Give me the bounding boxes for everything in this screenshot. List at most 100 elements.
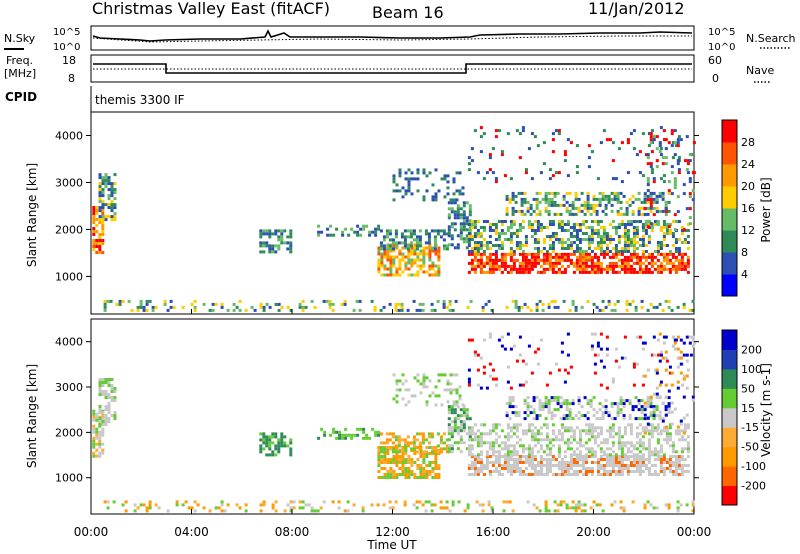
velocity-echo-cell bbox=[470, 338, 474, 342]
power-echo-cell bbox=[580, 305, 584, 309]
velocity-echo-cell bbox=[607, 414, 611, 418]
velocity-echo-cell bbox=[107, 405, 111, 408]
velocity-echo-cell bbox=[620, 453, 624, 457]
velocity-echo-cell bbox=[632, 464, 636, 467]
power-echo-cell bbox=[506, 264, 510, 268]
power-echo-cell bbox=[560, 220, 564, 223]
power-echo-cell bbox=[379, 229, 383, 233]
power-echo-cell bbox=[578, 247, 582, 250]
power-echo-cell bbox=[391, 241, 395, 245]
velocity-echo-cell bbox=[331, 500, 335, 504]
velocity-echo-cell bbox=[391, 441, 395, 445]
velocity-echo-cell bbox=[547, 408, 551, 412]
velocity-echo-cell bbox=[611, 464, 615, 467]
power-echo-cell bbox=[226, 308, 230, 312]
velocity-echo-cell bbox=[646, 405, 650, 409]
power-echo-cell bbox=[514, 200, 518, 204]
velocity-echo-cell bbox=[635, 461, 639, 464]
power-echo-cell bbox=[265, 241, 269, 245]
power-echo-cell bbox=[629, 238, 633, 241]
power-echo-cell bbox=[563, 267, 567, 271]
velocity-echo-cell bbox=[401, 449, 405, 452]
velocity-echo-cell bbox=[562, 414, 566, 418]
velocity-echo-cell bbox=[395, 464, 399, 467]
velocity-echo-cell bbox=[377, 458, 381, 461]
power-echo-cell bbox=[494, 267, 498, 271]
power-echo-cell bbox=[491, 267, 495, 271]
velocity-echo-cell bbox=[677, 473, 681, 476]
power-echo-cell bbox=[590, 235, 594, 238]
power-echo-cell bbox=[593, 270, 597, 274]
velocity-echo-cell bbox=[539, 473, 543, 476]
velocity-echo-cell bbox=[419, 452, 423, 455]
velocity-echo-cell bbox=[292, 506, 296, 510]
velocity-echo-cell bbox=[557, 432, 561, 436]
velocity-echo-cell bbox=[652, 414, 656, 418]
power-echo-cell bbox=[682, 302, 686, 306]
power-echo-cell bbox=[491, 147, 495, 151]
velocity-echo-cell bbox=[431, 467, 435, 470]
power-echo-cell bbox=[547, 302, 551, 306]
velocity-echo-cell bbox=[431, 470, 435, 473]
velocity-echo-cell bbox=[101, 442, 105, 446]
power-echo-cell bbox=[572, 229, 576, 232]
power-echo-cell bbox=[433, 241, 437, 245]
velocity-echo-cell bbox=[554, 435, 558, 439]
velocity-echo-cell bbox=[629, 423, 633, 427]
velocity-echo-cell bbox=[587, 455, 591, 458]
velocity-echo-cell bbox=[491, 453, 495, 457]
velocity-echo-cell bbox=[341, 436, 345, 440]
velocity-echo-cell bbox=[538, 402, 542, 406]
power-echo-cell bbox=[647, 241, 651, 244]
power-echo-cell bbox=[569, 241, 573, 244]
velocity-echo-cell bbox=[572, 461, 576, 464]
power-echo-cell bbox=[470, 250, 474, 253]
power-echo-cell bbox=[448, 299, 452, 303]
velocity-echo-cell bbox=[397, 438, 401, 442]
power-echo-cell bbox=[617, 235, 621, 238]
velocity-echo-cell bbox=[541, 405, 545, 409]
velocity-echo-cell bbox=[518, 335, 522, 339]
power-echo-cell bbox=[686, 235, 690, 238]
velocity-echo-cell bbox=[485, 386, 489, 390]
velocity-echo-cell bbox=[274, 435, 278, 439]
velocity-echo-cell bbox=[668, 444, 672, 448]
power-echo-cell bbox=[572, 223, 576, 226]
power-echo-cell bbox=[623, 241, 627, 244]
power-echo-cell bbox=[572, 226, 576, 229]
velocity-echo-cell bbox=[403, 503, 407, 507]
velocity-echo-cell bbox=[453, 426, 457, 430]
power-echo-cell bbox=[488, 252, 492, 256]
power-echo-cell bbox=[494, 258, 498, 262]
power-echo-cell bbox=[688, 195, 692, 199]
velocity-echo-cell bbox=[635, 435, 639, 439]
power-echo-cell bbox=[533, 238, 537, 241]
velocity-echo-cell bbox=[635, 441, 639, 445]
power-echo-cell bbox=[436, 232, 440, 236]
power-echo-cell bbox=[596, 255, 600, 259]
velocity-echo-cell bbox=[671, 450, 675, 454]
velocity-echo-cell bbox=[617, 447, 621, 451]
power-echo-cell bbox=[416, 270, 420, 274]
velocity-echo-cell bbox=[625, 399, 629, 403]
velocity-echo-cell bbox=[638, 441, 642, 445]
power-echo-cell bbox=[458, 192, 462, 196]
velocity-echo-cell bbox=[635, 426, 639, 430]
velocity-echo-cell bbox=[404, 461, 408, 464]
power-echo-cell bbox=[277, 308, 281, 312]
power-echo-cell bbox=[619, 206, 623, 210]
power-echo-cell bbox=[563, 255, 567, 259]
velocity-echo-cell bbox=[553, 414, 557, 418]
velocity-echo-cell bbox=[403, 438, 407, 442]
power-echo-cell bbox=[385, 232, 389, 236]
cpid-label: CPID bbox=[5, 90, 37, 104]
power-echo-cell bbox=[515, 129, 519, 133]
power-echo-cell bbox=[459, 207, 463, 211]
velocity-echo-cell bbox=[686, 423, 690, 427]
velocity-echo-cell bbox=[410, 461, 414, 464]
power-echo-cell bbox=[632, 247, 636, 250]
velocity-echo-cell bbox=[626, 447, 630, 451]
velocity-echo-cell bbox=[626, 423, 630, 427]
velocity-echo-cell bbox=[668, 432, 672, 436]
